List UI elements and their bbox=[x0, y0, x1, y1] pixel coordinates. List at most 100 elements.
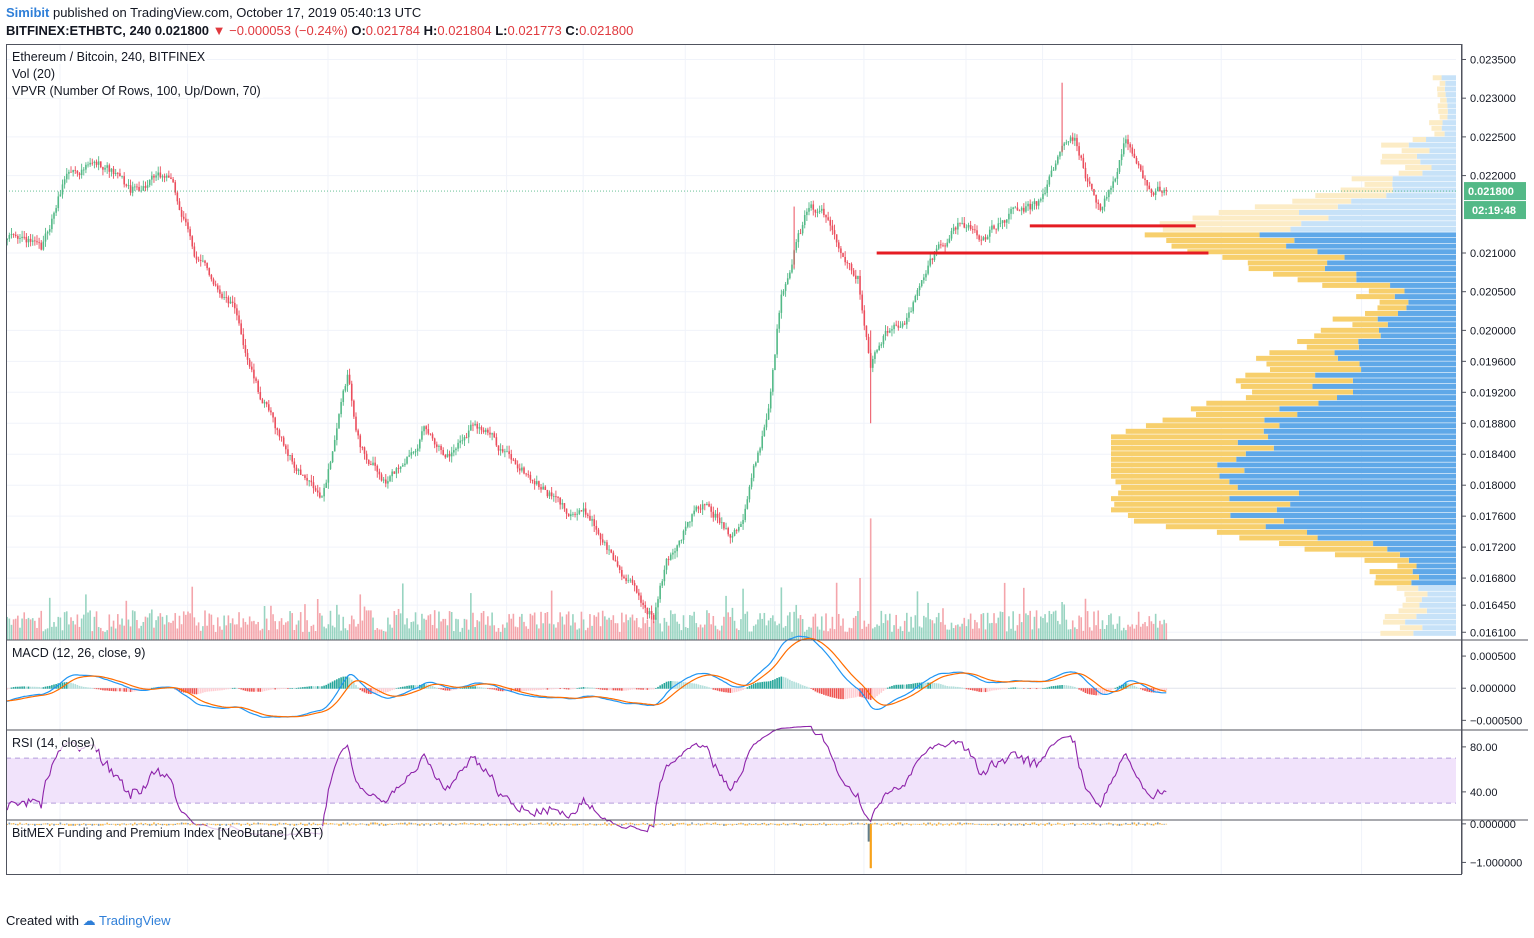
vpvr-up-bar bbox=[1399, 552, 1456, 558]
macd-histogram-bar bbox=[148, 688, 151, 690]
candle-body bbox=[912, 302, 915, 312]
volume-bar bbox=[380, 629, 383, 640]
macd-histogram-bar bbox=[825, 688, 827, 696]
macd-histogram-bar bbox=[350, 679, 353, 689]
candle-body bbox=[812, 204, 815, 210]
volume-bar bbox=[852, 617, 855, 640]
funding-legend[interactable]: BitMEX Funding and Premium Index [NeoBut… bbox=[10, 826, 326, 840]
candle-body bbox=[410, 452, 413, 456]
candle-body bbox=[782, 290, 785, 295]
candle-body bbox=[950, 230, 953, 239]
funding-bar bbox=[629, 822, 632, 825]
macd-histogram-bar bbox=[1076, 687, 1078, 689]
volume-bar bbox=[835, 582, 838, 640]
macd-histogram-bar bbox=[238, 688, 240, 689]
macd-histogram-bar bbox=[1142, 688, 1144, 691]
candle-body bbox=[467, 430, 470, 438]
volume-bar bbox=[82, 614, 85, 640]
volume-legend[interactable]: Vol (20) bbox=[10, 67, 58, 81]
candle-body bbox=[935, 248, 938, 252]
macd-histogram-bar bbox=[197, 688, 200, 694]
macd-histogram-bar bbox=[365, 688, 368, 694]
macd-histogram-bar bbox=[929, 682, 932, 689]
volume-bar bbox=[706, 610, 708, 640]
macd-histogram-bar bbox=[559, 688, 561, 690]
macd-histogram-bar bbox=[759, 682, 761, 689]
macd-histogram-bar bbox=[959, 687, 961, 689]
funding-bar bbox=[514, 823, 517, 825]
vpvr-up-bar bbox=[1442, 120, 1456, 126]
funding-bar bbox=[991, 823, 993, 826]
volume-bar bbox=[199, 630, 202, 640]
vpvr-up-bar bbox=[1352, 389, 1456, 395]
funding-bar bbox=[627, 823, 630, 825]
volume-bar bbox=[523, 621, 525, 640]
chart-svg[interactable]: 0.0235000.0230000.0225000.0220000.021000… bbox=[6, 44, 1528, 893]
vpvr-up-bar bbox=[1273, 445, 1456, 451]
funding-bar bbox=[601, 823, 604, 825]
macd-histogram-bar bbox=[814, 688, 817, 692]
macd-histogram-bar bbox=[99, 688, 102, 690]
author-name[interactable]: Simibit bbox=[6, 5, 50, 20]
candle-body bbox=[74, 170, 77, 171]
vpvr-down-bar bbox=[1434, 131, 1445, 137]
volume-bar bbox=[457, 619, 459, 640]
candle-body bbox=[1052, 169, 1055, 171]
macd-histogram-bar bbox=[446, 688, 449, 691]
candle-body bbox=[1037, 200, 1040, 206]
volume-bar bbox=[976, 622, 978, 640]
funding-bar bbox=[1084, 823, 1087, 826]
macd-histogram-bar bbox=[816, 688, 819, 693]
macd-histogram-bar bbox=[1080, 688, 1083, 691]
volume-bar bbox=[878, 625, 880, 640]
volume-bar bbox=[729, 616, 732, 640]
candle-body bbox=[314, 488, 317, 491]
candle-body bbox=[733, 530, 736, 536]
funding-bar bbox=[1112, 823, 1114, 826]
vpvr-down-bar bbox=[1405, 597, 1422, 603]
macd-histogram-bar bbox=[395, 688, 398, 689]
volume-bar bbox=[172, 620, 174, 640]
candle-body bbox=[529, 474, 532, 480]
candle-body bbox=[886, 331, 889, 333]
macd-histogram-bar bbox=[189, 688, 191, 694]
volume-bar bbox=[508, 614, 510, 640]
funding-bar bbox=[1088, 823, 1091, 825]
macd-histogram-bar bbox=[206, 688, 208, 692]
funding-bar bbox=[295, 823, 298, 826]
macd-histogram-bar bbox=[291, 688, 293, 689]
funding-bar bbox=[757, 823, 759, 826]
candle-body bbox=[742, 519, 744, 524]
vpvr-up-bar bbox=[1283, 518, 1456, 524]
macd-histogram-bar bbox=[667, 681, 670, 689]
vpvr-legend[interactable]: VPVR (Number Of Rows, 100, Up/Down, 70) bbox=[10, 84, 263, 98]
funding-bar bbox=[227, 823, 230, 825]
funding-bar bbox=[233, 823, 236, 825]
rsi-legend[interactable]: RSI (14, close) bbox=[10, 736, 97, 750]
funding-bar bbox=[129, 823, 132, 825]
candle-body bbox=[808, 207, 810, 212]
candle-body bbox=[1146, 180, 1148, 186]
macd-histogram-bar bbox=[957, 686, 959, 689]
candle-body bbox=[153, 175, 155, 178]
funding-bar bbox=[350, 823, 353, 825]
macd-legend[interactable]: MACD (12, 26, close, 9) bbox=[10, 646, 148, 660]
funding-bar bbox=[793, 822, 795, 825]
macd-histogram-bar bbox=[806, 686, 808, 689]
chart-frame[interactable]: 0.023500 0.023000 0.022500 0.022000 0.021000… bbox=[6, 44, 1528, 893]
vpvr-down-bar bbox=[1115, 479, 1230, 485]
candle-body bbox=[1023, 207, 1025, 212]
main-legend-title[interactable]: Ethereum / Bitcoin, 240, BITFINEX bbox=[10, 50, 208, 64]
macd-histogram-bar bbox=[472, 686, 474, 689]
funding-bar bbox=[10, 823, 13, 825]
tradingview-brand[interactable]: TradingView bbox=[99, 913, 171, 928]
candle-body bbox=[465, 437, 468, 438]
volume-bar bbox=[176, 628, 179, 640]
vpvr-down-bar bbox=[1379, 299, 1409, 305]
funding-bar bbox=[480, 823, 483, 826]
candle-body bbox=[472, 424, 474, 426]
funding-bar bbox=[635, 823, 638, 826]
price-axis[interactable]: 0.0235000.0230000.0225000.0220000.021000… bbox=[1462, 54, 1522, 869]
macd-histogram-bar bbox=[431, 686, 434, 689]
funding-bar bbox=[91, 823, 94, 826]
